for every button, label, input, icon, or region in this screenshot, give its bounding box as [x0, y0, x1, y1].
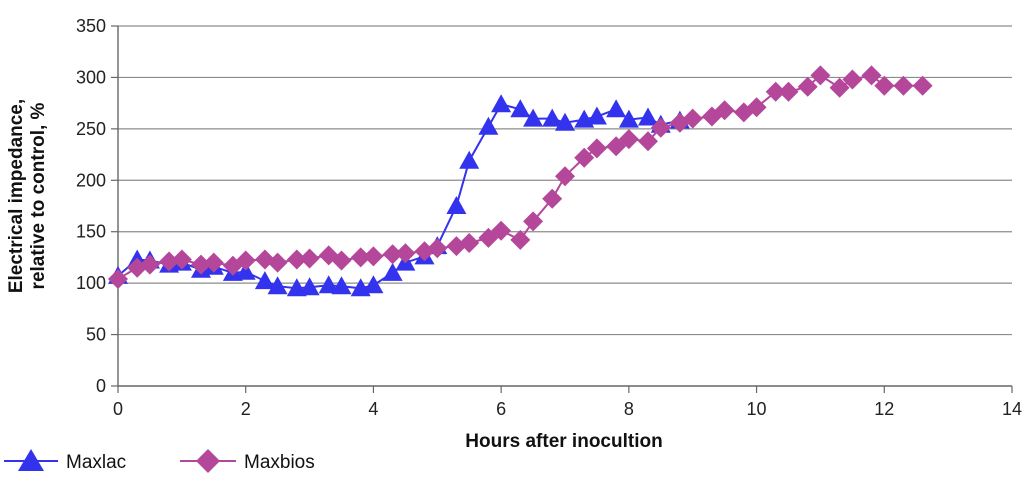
data-point-maxlac-22: [459, 150, 480, 169]
data-point-maxbios-34: [650, 117, 671, 138]
x-tick-label-4: 4: [368, 399, 378, 419]
data-point-maxlac-8: [235, 261, 256, 280]
y-tick-label-150: 150: [76, 222, 106, 242]
data-point-maxbios-50: [912, 75, 933, 96]
y-tick-label-0: 0: [96, 376, 106, 396]
data-point-maxlac-9: [254, 271, 275, 290]
y-tick-label-100: 100: [76, 273, 106, 293]
data-point-maxbios-36: [682, 108, 703, 129]
x-tick-label-2: 2: [241, 399, 251, 419]
data-point-maxlac-30: [586, 106, 607, 125]
x-tick-label-14: 14: [1002, 399, 1022, 419]
data-point-maxlac-14: [331, 276, 352, 295]
data-point-maxlac-27: [542, 108, 563, 127]
data-point-maxlac-23: [478, 116, 499, 135]
x-axis-title: Hours after inocultion: [465, 431, 662, 452]
x-tick-label-10: 10: [747, 399, 767, 419]
data-point-maxbios-17: [382, 244, 403, 265]
data-point-maxbios-10: [267, 252, 288, 273]
legend-label-maxbios: Maxbios: [244, 452, 315, 473]
legend: Maxlac Maxbios: [4, 449, 315, 473]
data-point-maxbios-43: [797, 76, 818, 97]
data-point-maxbios-25: [510, 229, 531, 250]
data-point-maxbios-48: [874, 75, 895, 96]
data-point-maxbios-42: [778, 81, 799, 102]
legend-item-maxbios: Maxbios: [180, 449, 315, 473]
x-axis-ticks: 0 2 4 6 8 10 12 14: [113, 386, 1022, 419]
y-axis-title-line-1: Electrical impedance,: [6, 99, 27, 293]
legend-marker-maxbios: [196, 449, 220, 473]
y-tick-label-50: 50: [86, 325, 106, 345]
y-tick-label-300: 300: [76, 67, 106, 87]
data-point-maxbios-30: [586, 138, 607, 159]
data-point-maxbios-0: [108, 269, 128, 289]
y-axis-title-line-2: relative to control, %: [28, 102, 49, 289]
data-point-maxbios-11: [286, 249, 307, 270]
data-point-maxlac-12: [299, 277, 320, 296]
legend-label-maxlac: Maxlac: [66, 452, 126, 473]
data-point-maxbios-27: [542, 188, 563, 209]
data-point-maxbios-4: [171, 249, 192, 270]
x-tick-label-12: 12: [874, 399, 894, 419]
data-point-maxbios-41: [765, 81, 786, 102]
data-point-maxbios-44: [810, 65, 831, 86]
data-point-maxlac-28: [555, 112, 575, 131]
data-point-maxbios-33: [638, 131, 658, 152]
x-tick-label-8: 8: [624, 399, 634, 419]
data-point-maxbios-40: [746, 97, 767, 118]
data-point-maxlac-13: [318, 275, 339, 294]
data-point-maxlac-26: [523, 108, 544, 127]
data-point-maxbios-22: [459, 233, 480, 253]
data-point-maxbios-49: [893, 75, 914, 96]
data-point-maxlac-33: [638, 107, 658, 126]
y-axis-title: Electrical impedance, relative to contro…: [6, 99, 49, 293]
data-point-maxbios-32: [618, 129, 639, 150]
data-point-maxlac-21: [446, 196, 467, 214]
data-point-maxbios-8: [235, 250, 256, 271]
data-point-maxbios-18: [395, 243, 416, 264]
data-point-maxbios-46: [842, 69, 863, 90]
data-point-maxbios-5: [191, 254, 211, 275]
y-tick-label-250: 250: [76, 119, 106, 139]
axes: [117, 26, 1012, 387]
legend-marker-maxlac: [18, 449, 44, 471]
data-point-maxbios-26: [523, 211, 544, 232]
data-point-maxbios-29: [574, 147, 595, 168]
y-tick-label-350: 350: [76, 16, 106, 36]
data-point-maxbios-38: [714, 100, 735, 121]
data-point-maxbios-15: [350, 247, 371, 268]
data-point-maxbios-2: [139, 254, 160, 275]
series-layer: [108, 65, 933, 297]
y-axis-ticks: 0 50 100 150 200 250 300 350: [76, 16, 118, 396]
data-point-maxbios-16: [363, 246, 384, 267]
y-tick-label-200: 200: [76, 170, 106, 190]
data-point-maxlac-16: [363, 275, 384, 294]
data-point-maxbios-14: [331, 250, 352, 271]
data-point-maxbios-45: [829, 77, 850, 98]
data-point-maxbios-31: [606, 136, 627, 157]
data-point-maxbios-12: [299, 248, 320, 269]
series-maxbios: [108, 65, 933, 289]
data-point-maxbios-28: [555, 166, 575, 187]
data-point-maxlac-17: [382, 262, 403, 281]
data-point-maxbios-3: [159, 251, 180, 272]
data-point-maxlac-32: [618, 109, 639, 128]
data-point-maxlac-24: [491, 94, 512, 113]
data-point-maxlac-25: [510, 99, 531, 118]
data-point-maxlac-31: [606, 99, 627, 118]
data-point-maxlac-10: [267, 276, 288, 295]
data-point-maxbios-47: [861, 65, 882, 86]
legend-item-maxlac: Maxlac: [4, 449, 126, 473]
x-tick-label-6: 6: [496, 399, 506, 419]
data-point-maxbios-24: [491, 220, 512, 241]
x-tick-label-0: 0: [113, 399, 123, 419]
data-point-maxbios-20: [427, 238, 448, 259]
data-point-maxbios-6: [203, 252, 224, 273]
